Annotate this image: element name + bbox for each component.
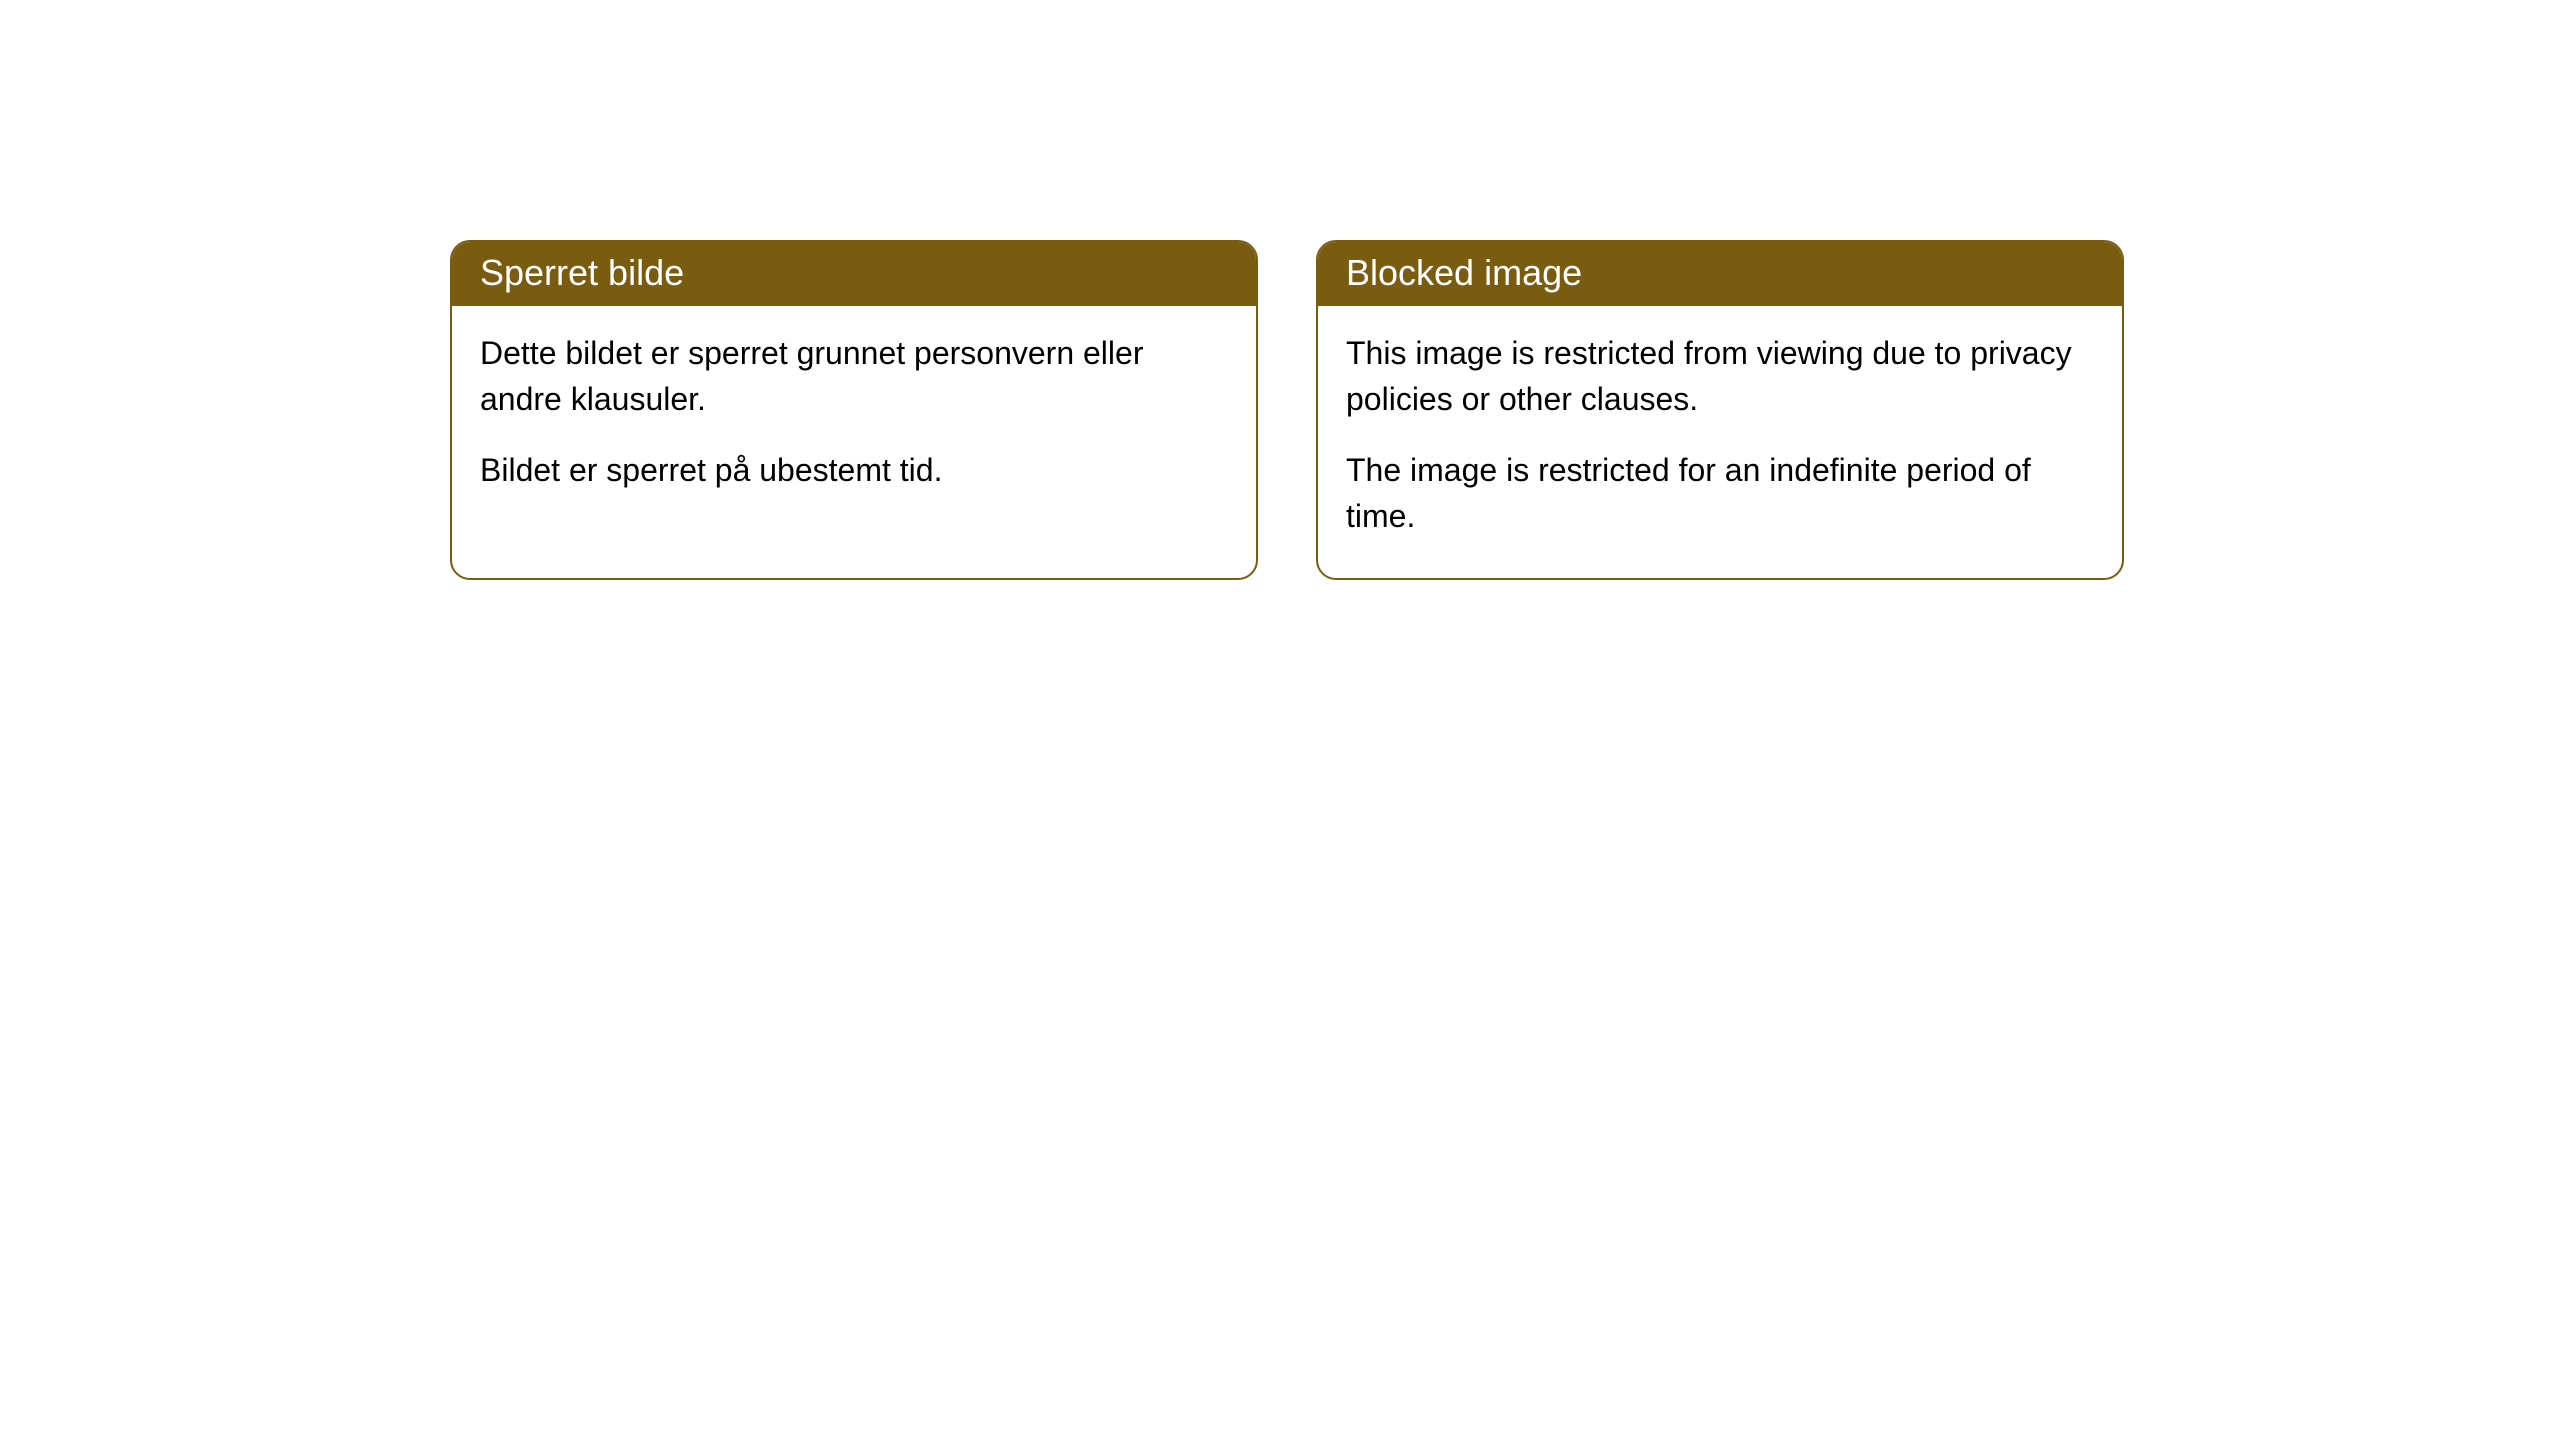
card-para2-english: The image is restricted for an indefinit… — [1346, 447, 2094, 540]
card-body-english: This image is restricted from viewing du… — [1318, 306, 2122, 578]
card-header-norwegian: Sperret bilde — [452, 242, 1256, 306]
card-english: Blocked image This image is restricted f… — [1316, 240, 2124, 580]
card-header-english: Blocked image — [1318, 242, 2122, 306]
card-para2-norwegian: Bildet er sperret på ubestemt tid. — [480, 447, 1228, 493]
cards-container: Sperret bilde Dette bildet er sperret gr… — [450, 240, 2124, 580]
card-para1-english: This image is restricted from viewing du… — [1346, 330, 2094, 423]
card-para1-norwegian: Dette bildet er sperret grunnet personve… — [480, 330, 1228, 423]
card-norwegian: Sperret bilde Dette bildet er sperret gr… — [450, 240, 1258, 580]
card-body-norwegian: Dette bildet er sperret grunnet personve… — [452, 306, 1256, 531]
